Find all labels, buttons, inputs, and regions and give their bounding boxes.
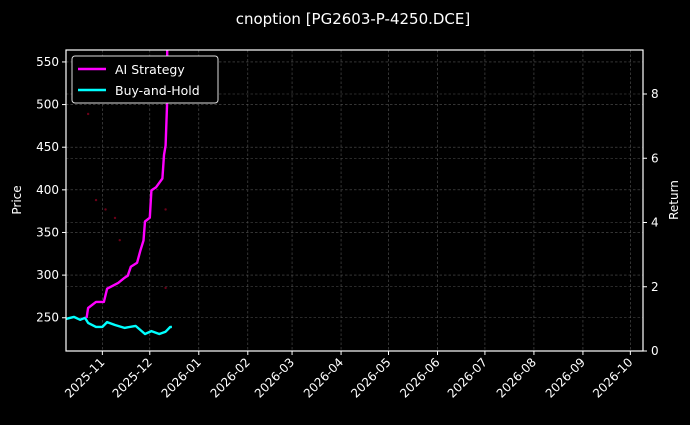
price-point (164, 208, 167, 211)
y2-tick-label: 8 (651, 87, 659, 101)
price-point (86, 112, 90, 116)
chart-title: cnoption [PG2603-P-4250.DCE] (236, 10, 471, 28)
series-layer (66, 50, 172, 336)
y2-tick-label: 0 (651, 344, 659, 358)
y-tick-label: 550 (36, 55, 59, 69)
x-tick-label: 2026-06 (397, 355, 442, 400)
price-point (113, 216, 117, 220)
y-axis-label: Price (10, 185, 24, 214)
x-tick-label: 2025-11 (62, 355, 107, 400)
y2-tick-label: 2 (651, 280, 659, 294)
plot-frame (65, 49, 644, 352)
y-axis-right: 0 2 4 6 8 (643, 87, 659, 358)
y2-tick-label: 6 (651, 151, 659, 165)
series-line-ai-strategy (85, 50, 169, 319)
y-tick-label: 250 (36, 311, 59, 325)
x-tick-label: 2026-03 (252, 355, 297, 400)
y-tick-label: 300 (36, 268, 59, 282)
y2-axis-label: Return (667, 180, 681, 220)
x-tick-label: 2026-10 (590, 355, 635, 400)
y-tick-label: 500 (36, 98, 59, 112)
series-group (66, 50, 172, 336)
legend-box (71, 55, 219, 104)
legend-label-buy-and-hold: Buy-and-Hold (115, 83, 200, 98)
price-point (104, 208, 107, 211)
series-line-buy-and-hold (66, 315, 172, 336)
y-tick-label: 450 (36, 140, 59, 154)
x-tick-label: 2026-01 (159, 355, 204, 400)
legend: AI Strategy Buy-and-Hold (71, 55, 219, 104)
legend-label-ai-strategy: AI Strategy (115, 62, 185, 77)
x-tick-label: 2026-08 (494, 355, 539, 400)
y-axis-left: 250 300 350 400 450 500 550 (36, 55, 66, 325)
x-tick-label: 2026-04 (301, 355, 346, 400)
y2-tick-label: 4 (651, 216, 659, 230)
price-point (164, 286, 167, 290)
y-tick-label: 350 (36, 225, 59, 239)
price-point (118, 238, 121, 242)
x-tick-label: 2026-02 (208, 355, 253, 400)
x-tick-label: 2026-07 (445, 355, 490, 400)
price-point (94, 198, 98, 202)
x-tick-label: 2025-12 (110, 355, 155, 400)
x-tick-label: 2026-05 (348, 355, 393, 400)
x-tick-label: 2026-09 (543, 355, 588, 400)
y-tick-label: 400 (36, 183, 59, 197)
